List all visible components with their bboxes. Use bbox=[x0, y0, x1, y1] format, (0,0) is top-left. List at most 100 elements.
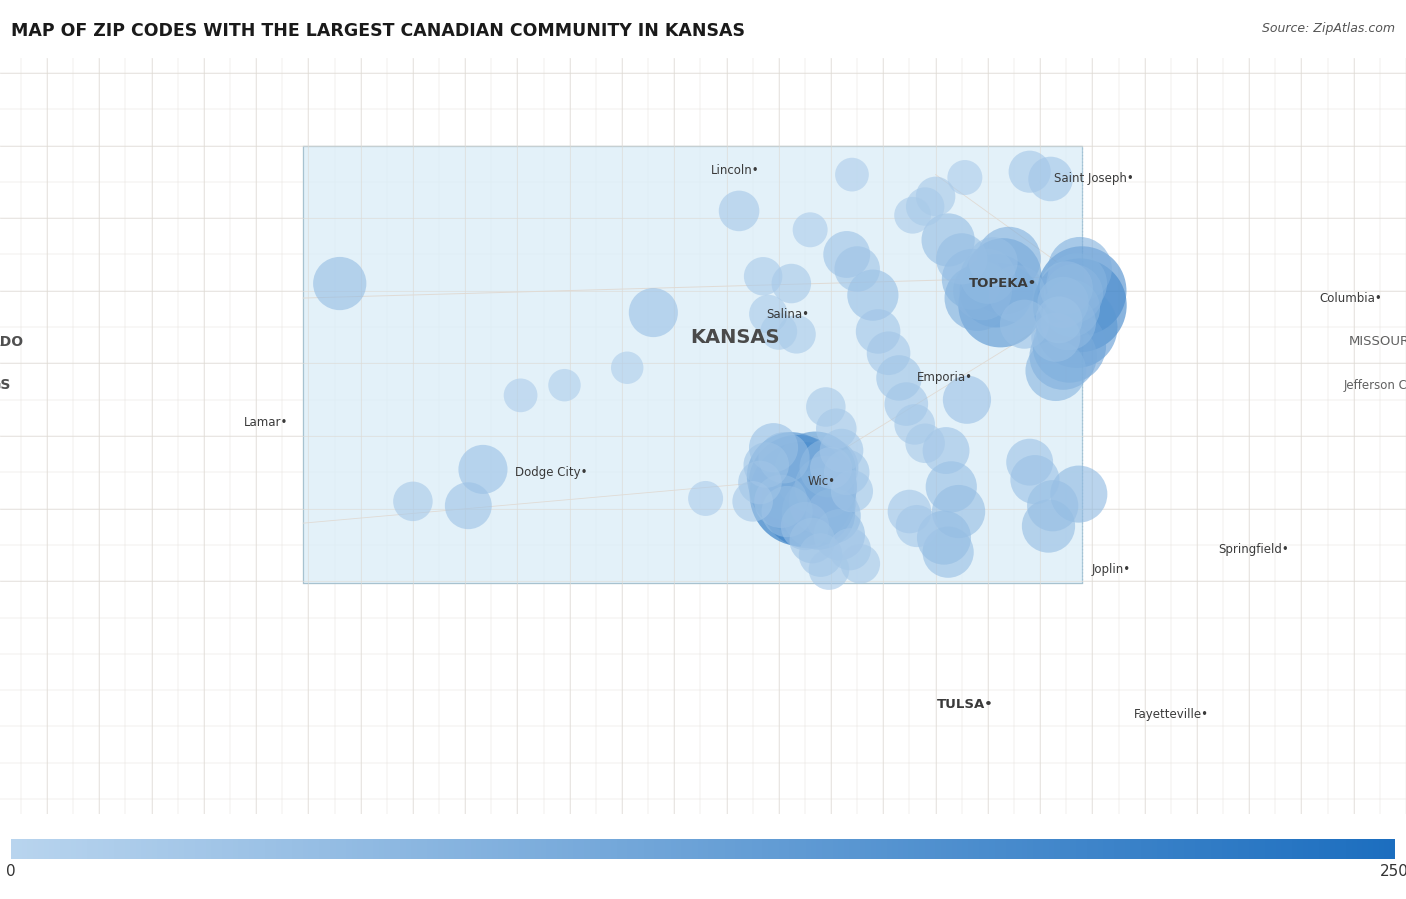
Point bbox=[1071, 283, 1094, 298]
Point bbox=[790, 487, 813, 502]
Text: Salina•: Salina• bbox=[766, 307, 810, 321]
Point bbox=[768, 325, 790, 339]
Point bbox=[935, 443, 957, 458]
Point bbox=[773, 450, 796, 465]
Point bbox=[924, 189, 946, 203]
Text: Lamar•: Lamar• bbox=[243, 416, 288, 430]
Point bbox=[835, 247, 858, 262]
Point bbox=[835, 465, 858, 479]
Point bbox=[741, 494, 763, 509]
Point bbox=[898, 504, 921, 519]
Point bbox=[1066, 320, 1088, 334]
Point bbox=[807, 506, 830, 521]
Point bbox=[616, 360, 638, 375]
Point bbox=[981, 254, 1004, 269]
Point bbox=[457, 499, 479, 513]
Point bbox=[1005, 287, 1028, 301]
Point bbox=[1018, 455, 1040, 469]
Point bbox=[986, 283, 1008, 298]
Point bbox=[993, 269, 1015, 283]
Point bbox=[1039, 172, 1062, 186]
Text: Columbia•: Columbia• bbox=[1319, 291, 1382, 305]
Text: Wic•: Wic• bbox=[808, 475, 837, 487]
Point bbox=[818, 563, 841, 577]
Text: Dodge City•: Dodge City• bbox=[516, 466, 588, 479]
Point bbox=[1059, 339, 1081, 353]
Point bbox=[329, 276, 352, 290]
Point bbox=[814, 400, 837, 414]
Point bbox=[849, 556, 872, 571]
Point bbox=[1045, 363, 1067, 378]
Text: Jefferson Cit: Jefferson Cit bbox=[1343, 378, 1406, 392]
Point bbox=[1024, 472, 1046, 486]
Point bbox=[932, 530, 955, 545]
Point bbox=[905, 519, 928, 533]
Point bbox=[801, 533, 824, 547]
Point bbox=[801, 480, 824, 494]
Text: MISSOUR: MISSOUR bbox=[1348, 335, 1406, 348]
Point bbox=[810, 547, 832, 562]
Point bbox=[877, 346, 900, 360]
Text: Emporia•: Emporia• bbox=[917, 371, 973, 385]
Point bbox=[814, 480, 837, 494]
Point bbox=[838, 542, 860, 556]
Point bbox=[695, 491, 717, 505]
Point bbox=[896, 396, 918, 411]
Point bbox=[728, 204, 751, 218]
Point bbox=[769, 494, 792, 509]
Point bbox=[828, 528, 851, 542]
Point bbox=[904, 417, 927, 432]
Point bbox=[804, 465, 827, 479]
Point bbox=[811, 494, 834, 509]
Text: Saint Joseph•: Saint Joseph• bbox=[1053, 173, 1133, 185]
Point bbox=[914, 200, 936, 214]
Point bbox=[953, 170, 976, 184]
Text: TOPEKA•: TOPEKA• bbox=[969, 277, 1038, 290]
Point bbox=[749, 476, 772, 490]
Point bbox=[786, 327, 808, 342]
Point bbox=[793, 519, 815, 533]
Point bbox=[797, 494, 820, 509]
Point bbox=[948, 504, 970, 519]
Point bbox=[966, 291, 988, 306]
Text: KANSAS: KANSAS bbox=[690, 328, 779, 347]
Text: Fayetteville•: Fayetteville• bbox=[1135, 708, 1209, 721]
Point bbox=[780, 469, 803, 484]
Point bbox=[1042, 499, 1064, 513]
Text: Lincoln•: Lincoln• bbox=[711, 164, 759, 177]
Point bbox=[818, 461, 841, 476]
Point bbox=[1069, 262, 1091, 276]
Point bbox=[936, 545, 959, 559]
Point bbox=[755, 458, 778, 472]
Point bbox=[825, 422, 848, 436]
Point bbox=[471, 462, 494, 476]
Point bbox=[960, 272, 983, 287]
Point bbox=[776, 504, 799, 519]
Point bbox=[1018, 165, 1040, 179]
Point bbox=[1060, 301, 1083, 316]
Text: ADO: ADO bbox=[0, 334, 24, 349]
Point bbox=[1014, 317, 1036, 332]
Point bbox=[799, 223, 821, 237]
Point bbox=[997, 252, 1019, 266]
Point bbox=[936, 233, 959, 247]
Point bbox=[1057, 316, 1080, 330]
Point bbox=[762, 441, 785, 455]
Point bbox=[509, 388, 531, 403]
Point bbox=[956, 393, 979, 407]
Point bbox=[831, 443, 853, 458]
Point bbox=[1066, 276, 1088, 290]
Point bbox=[841, 167, 863, 182]
Point bbox=[972, 283, 994, 298]
Text: Source: ZipAtlas.com: Source: ZipAtlas.com bbox=[1261, 22, 1395, 35]
Point bbox=[950, 252, 973, 266]
Point bbox=[977, 269, 1000, 283]
Polygon shape bbox=[304, 146, 1083, 583]
Point bbox=[643, 306, 665, 320]
Point bbox=[914, 436, 936, 450]
Point bbox=[887, 370, 910, 385]
Point bbox=[1052, 349, 1074, 363]
Point bbox=[752, 269, 775, 283]
Point bbox=[786, 476, 808, 491]
Point bbox=[868, 325, 890, 339]
